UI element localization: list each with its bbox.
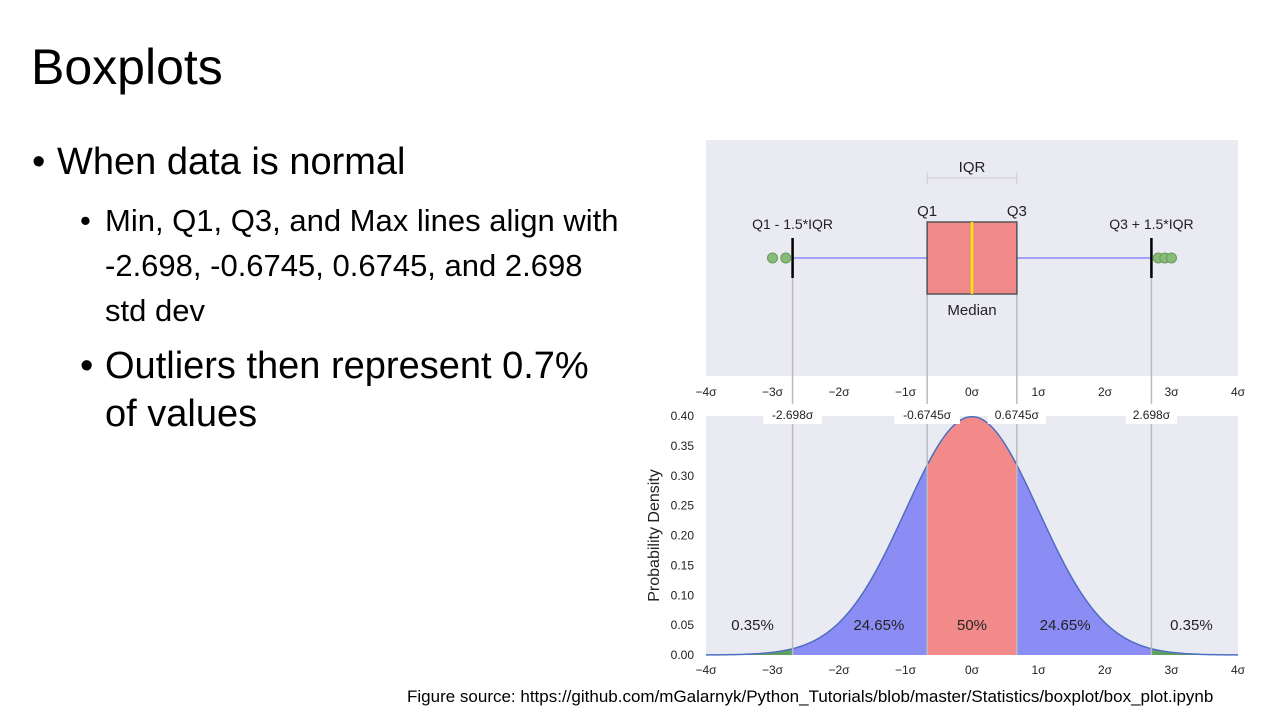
bullet-dot: • (80, 345, 94, 387)
density-curve (705, 415, 1239, 656)
median-label: Median (947, 302, 996, 319)
box-x-tick-label: 2σ (1098, 385, 1113, 399)
marker-label-bg (987, 404, 1047, 424)
density-x-tick-label: −3σ (762, 663, 784, 677)
y-axis-label: Probability Density (646, 469, 663, 602)
region-label-1: 24.65% (853, 617, 904, 634)
outlier-point-0 (767, 252, 778, 264)
marker-label-2: 0.6745σ (995, 408, 1040, 422)
box-x-tick-label: −2σ (828, 385, 850, 399)
bullet-dot: • (80, 203, 91, 238)
y-tick-label: 0.35 (671, 439, 695, 453)
y-tick-label: 0.40 (671, 409, 695, 423)
density-x-tick-label: −4σ (695, 663, 717, 677)
y-tick-label: 0.20 (671, 529, 695, 543)
region-label-3: 24.65% (1040, 617, 1091, 634)
density-x-tick-label: 4σ (1231, 663, 1246, 677)
bullet-text: Outliers then represent 0.7% of values (105, 345, 589, 435)
iqr-label: IQR (959, 159, 986, 176)
marker-label-1: -0.6745σ (903, 408, 952, 422)
bullet-dot: • (32, 141, 46, 183)
marker-label-3: 2.698σ (1133, 408, 1171, 422)
y-tick-label: 0.15 (671, 558, 695, 572)
y-tick-label: 0.30 (671, 469, 695, 483)
density-x-tick-label: 1σ (1031, 663, 1046, 677)
y-tick-label: 0.05 (671, 618, 695, 632)
outlier-point-4 (1166, 252, 1177, 264)
y-tick-label: 0.00 (671, 648, 695, 662)
q1-label: Q1 (917, 203, 937, 220)
density-x-tick-label: −2σ (828, 663, 850, 677)
density-x-tick-label: 0σ (965, 663, 980, 677)
bullet-text: When data is normal (57, 141, 406, 183)
y-tick-label: 0.25 (671, 499, 695, 513)
density-region-0 (706, 648, 793, 655)
boxplot-normal-figure: 0.35% 24.65% 50% 24.65% 0.35% 0.00 0.05 0.10 0.1… (646, 140, 1246, 677)
figure: 0.35% 24.65% 50% 24.65% 0.35% 0.00 0.05 0.10 0.1… (640, 130, 1260, 680)
marker-label-bg (763, 404, 822, 424)
region-label-4: 0.35% (1170, 617, 1213, 634)
box-x-tick-label: −4σ (695, 385, 717, 399)
box-x-tick-label: 0σ (965, 385, 980, 399)
density-region-1 (792, 465, 928, 655)
box-x-tick-label: −1σ (895, 385, 917, 399)
y-tick-label: 0.10 (671, 588, 695, 602)
box-x-tick-label: 3σ (1164, 385, 1179, 399)
q3-label: Q3 (1007, 203, 1027, 220)
figure-source: Figure source: https://github.com/mGalar… (407, 687, 1214, 706)
box-x-tick-label: 1σ (1031, 385, 1046, 399)
bullet-text: Min, Q1, Q3, and Max lines align with -2… (105, 203, 619, 328)
outlier-point-1 (780, 252, 792, 264)
bullet-level-2: • Outliers then represent 0.7% of values (80, 342, 589, 435)
box-x-tick-label: −3σ (762, 385, 784, 399)
region-label-0: 0.35% (731, 617, 774, 634)
density-region-2 (927, 416, 1017, 655)
lower-fence-label: Q1 - 1.5*IQR (752, 216, 833, 232)
upper-fence-label: Q3 + 1.5*IQR (1109, 216, 1193, 232)
marker-label-0: -2.698σ (772, 408, 814, 422)
density-x-tick-label: 3σ (1164, 663, 1179, 677)
density-region-3 (1016, 465, 1152, 655)
marker-label-bg (1125, 404, 1178, 424)
density-x-tick-label: −1σ (895, 663, 917, 677)
slide-title: Boxplots (31, 39, 223, 95)
marker-label-bg (894, 404, 960, 424)
box-x-tick-label: 4σ (1231, 385, 1246, 399)
density-x-tick-label: 2σ (1098, 663, 1113, 677)
density-region-4 (1151, 648, 1238, 655)
region-label-2: 50% (957, 617, 987, 634)
